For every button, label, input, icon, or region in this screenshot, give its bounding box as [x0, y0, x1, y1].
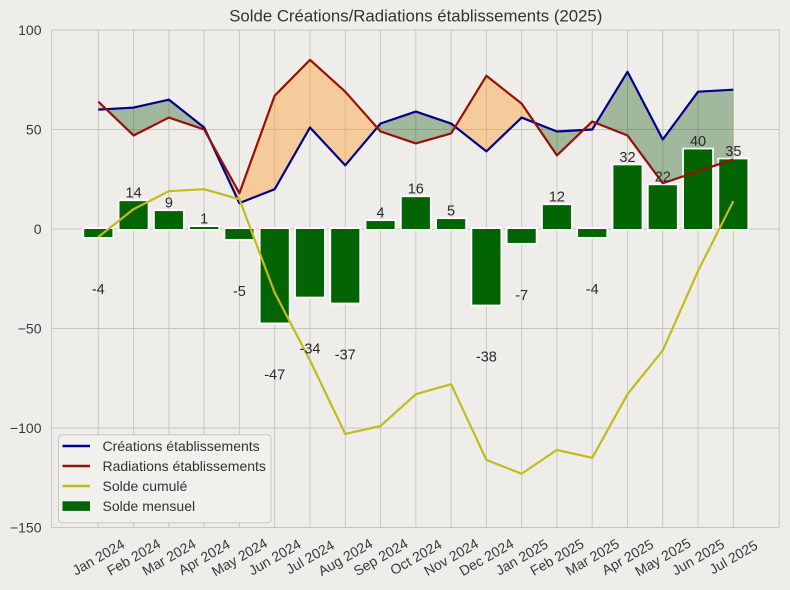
- svg-text:12: 12: [549, 190, 565, 206]
- svg-text:Radiations établissements: Radiations établissements: [103, 458, 266, 474]
- svg-text:-7: -7: [515, 288, 528, 304]
- svg-text:-37: -37: [335, 348, 356, 364]
- svg-text:1: 1: [200, 212, 208, 228]
- svg-text:14: 14: [126, 186, 142, 202]
- svg-text:22: 22: [655, 170, 671, 186]
- svg-text:16: 16: [408, 182, 424, 198]
- svg-text:35: 35: [725, 144, 741, 160]
- svg-text:32: 32: [619, 150, 635, 166]
- svg-text:Solde mensuel: Solde mensuel: [103, 498, 196, 514]
- svg-text:-4: -4: [92, 282, 105, 298]
- svg-text:-34: -34: [299, 342, 320, 358]
- svg-text:100: 100: [18, 22, 42, 38]
- svg-text:9: 9: [165, 196, 173, 212]
- svg-text:Solde cumulé: Solde cumulé: [103, 478, 188, 494]
- svg-text:-38: -38: [476, 350, 497, 366]
- svg-text:40: 40: [690, 134, 706, 150]
- svg-text:Créations établissements: Créations établissements: [103, 438, 260, 454]
- svg-text:−150: −150: [10, 520, 42, 536]
- svg-text:50: 50: [26, 122, 42, 138]
- svg-text:-5: -5: [233, 284, 246, 300]
- svg-text:−100: −100: [10, 420, 42, 436]
- svg-text:5: 5: [447, 204, 455, 220]
- svg-text:Solde Créations/Radiations éta: Solde Créations/Radiations établissement…: [229, 7, 602, 26]
- svg-text:0: 0: [34, 221, 42, 237]
- svg-text:-4: -4: [586, 282, 599, 298]
- svg-text:4: 4: [377, 206, 385, 222]
- svg-text:-47: -47: [264, 368, 285, 384]
- svg-text:−50: −50: [18, 321, 42, 337]
